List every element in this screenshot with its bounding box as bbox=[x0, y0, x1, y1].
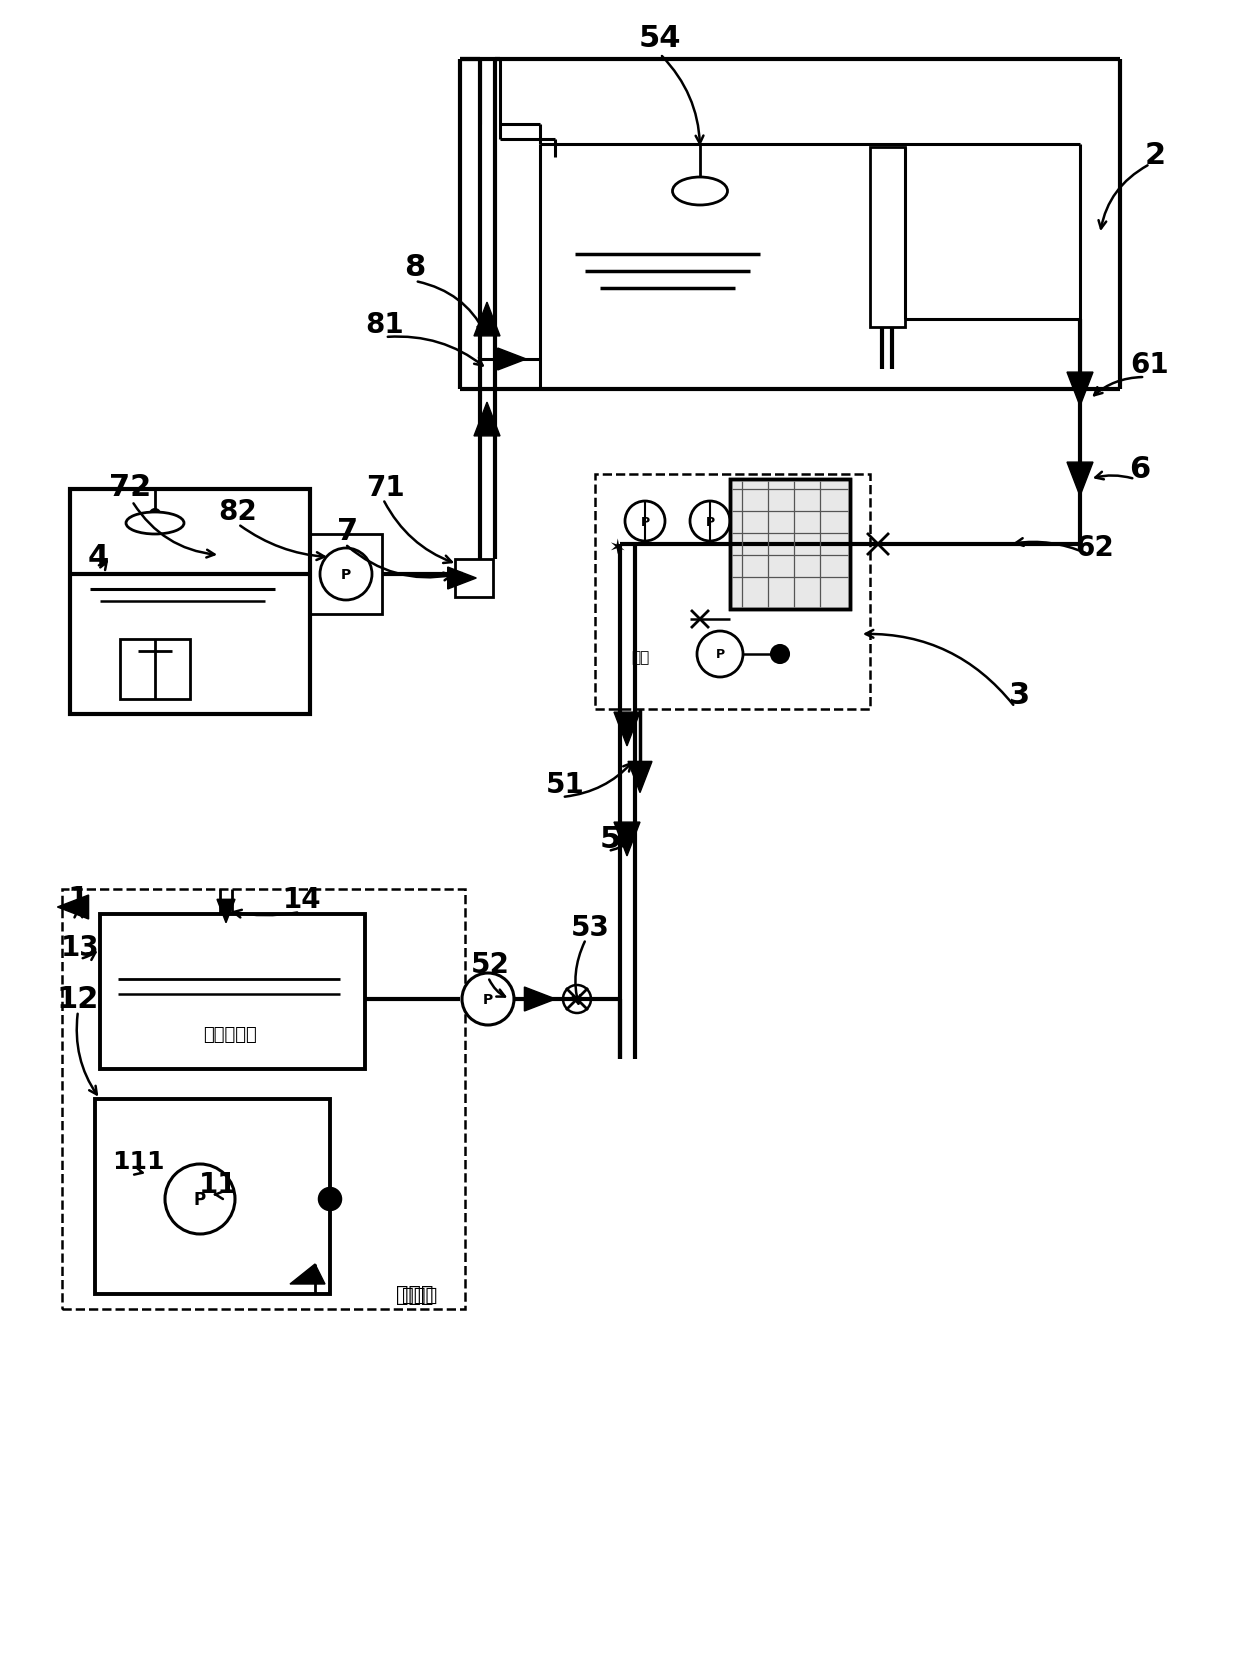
Text: 5: 5 bbox=[599, 825, 621, 853]
Bar bbox=[120, 639, 190, 699]
Polygon shape bbox=[627, 761, 652, 793]
Text: 8: 8 bbox=[404, 253, 425, 283]
FancyArrowPatch shape bbox=[83, 952, 95, 960]
Ellipse shape bbox=[672, 177, 728, 206]
Text: 82: 82 bbox=[218, 497, 258, 525]
Polygon shape bbox=[614, 823, 640, 857]
Circle shape bbox=[320, 549, 372, 601]
Text: ✶: ✶ bbox=[609, 537, 626, 557]
Circle shape bbox=[625, 502, 665, 542]
Text: 71: 71 bbox=[366, 473, 404, 502]
Ellipse shape bbox=[126, 512, 184, 535]
Text: 14: 14 bbox=[283, 885, 321, 913]
FancyArrowPatch shape bbox=[1099, 166, 1147, 229]
Circle shape bbox=[150, 510, 160, 520]
Bar bbox=[730, 480, 849, 609]
FancyArrowPatch shape bbox=[489, 980, 505, 997]
FancyArrowPatch shape bbox=[215, 1191, 223, 1200]
FancyArrowPatch shape bbox=[77, 1014, 97, 1094]
Polygon shape bbox=[448, 567, 476, 589]
Polygon shape bbox=[474, 303, 500, 336]
Text: 72: 72 bbox=[109, 473, 151, 502]
FancyArrowPatch shape bbox=[134, 504, 215, 559]
Text: P: P bbox=[640, 515, 650, 529]
Polygon shape bbox=[614, 713, 640, 746]
Text: 6: 6 bbox=[1130, 455, 1151, 483]
FancyArrowPatch shape bbox=[573, 942, 585, 1004]
Text: 4: 4 bbox=[87, 544, 109, 572]
Polygon shape bbox=[1066, 463, 1092, 497]
Bar bbox=[95, 1099, 330, 1295]
Text: 1: 1 bbox=[67, 885, 88, 913]
Polygon shape bbox=[290, 1265, 325, 1285]
FancyArrowPatch shape bbox=[1016, 539, 1085, 554]
Text: 52: 52 bbox=[470, 950, 510, 979]
Text: 13: 13 bbox=[61, 934, 99, 962]
FancyArrowPatch shape bbox=[99, 562, 107, 570]
FancyArrowPatch shape bbox=[866, 631, 1013, 706]
Text: P: P bbox=[482, 992, 494, 1007]
Text: 61: 61 bbox=[1131, 351, 1169, 378]
Polygon shape bbox=[217, 900, 236, 923]
Text: 111: 111 bbox=[112, 1149, 164, 1173]
Bar bbox=[870, 147, 905, 328]
Circle shape bbox=[696, 181, 704, 189]
Text: 12: 12 bbox=[57, 985, 99, 1014]
FancyArrowPatch shape bbox=[388, 338, 482, 366]
Text: 53: 53 bbox=[570, 913, 609, 942]
Text: 51: 51 bbox=[546, 771, 584, 798]
FancyArrowPatch shape bbox=[564, 763, 631, 798]
FancyArrowPatch shape bbox=[610, 843, 630, 852]
Text: P: P bbox=[706, 515, 714, 529]
Bar bbox=[69, 490, 310, 714]
Text: 入水口: 入水口 bbox=[397, 1285, 434, 1305]
FancyArrowPatch shape bbox=[347, 547, 451, 581]
FancyArrowPatch shape bbox=[1094, 378, 1142, 397]
FancyArrowPatch shape bbox=[233, 910, 298, 918]
Text: 离子水水箱: 离子水水箱 bbox=[203, 1026, 257, 1044]
Bar bbox=[310, 535, 382, 614]
Polygon shape bbox=[474, 403, 500, 437]
Polygon shape bbox=[497, 348, 526, 371]
Text: 废液: 废液 bbox=[631, 651, 649, 666]
Text: 入水口: 入水口 bbox=[402, 1285, 438, 1303]
Text: 81: 81 bbox=[366, 311, 404, 340]
Text: P: P bbox=[193, 1190, 206, 1208]
FancyArrowPatch shape bbox=[1095, 472, 1132, 480]
Bar bbox=[730, 480, 849, 609]
FancyArrowPatch shape bbox=[384, 502, 451, 564]
Bar bbox=[62, 890, 465, 1310]
Circle shape bbox=[463, 974, 515, 1026]
Circle shape bbox=[689, 502, 730, 542]
Circle shape bbox=[771, 646, 789, 664]
Text: 11: 11 bbox=[198, 1171, 237, 1198]
Bar bbox=[100, 915, 365, 1069]
FancyArrowPatch shape bbox=[241, 527, 325, 560]
FancyArrowPatch shape bbox=[134, 1168, 143, 1174]
Bar bbox=[595, 475, 870, 709]
FancyArrowPatch shape bbox=[662, 57, 703, 144]
Text: 54: 54 bbox=[639, 23, 681, 52]
Text: P: P bbox=[341, 567, 351, 582]
Text: P: P bbox=[715, 647, 724, 661]
Polygon shape bbox=[1066, 373, 1092, 407]
Text: 2: 2 bbox=[1145, 141, 1166, 169]
Text: 3: 3 bbox=[1009, 681, 1030, 709]
Polygon shape bbox=[525, 987, 556, 1012]
Circle shape bbox=[165, 1164, 236, 1235]
Text: 7: 7 bbox=[337, 517, 358, 545]
FancyArrowPatch shape bbox=[74, 908, 82, 918]
Polygon shape bbox=[57, 895, 88, 920]
FancyArrowPatch shape bbox=[418, 283, 485, 333]
Text: 62: 62 bbox=[1075, 534, 1115, 562]
Bar bbox=[455, 560, 494, 597]
Circle shape bbox=[697, 632, 743, 678]
Circle shape bbox=[319, 1188, 341, 1210]
